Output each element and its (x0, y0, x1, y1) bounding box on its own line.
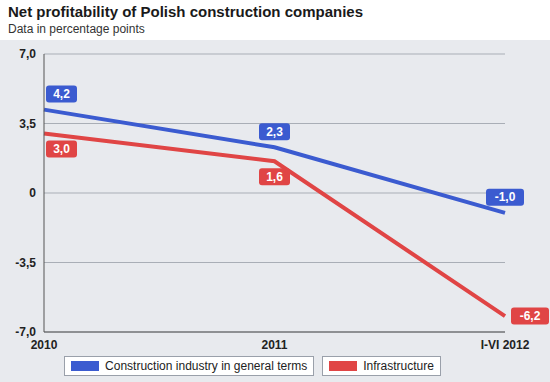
svg-text:-1,0: -1,0 (495, 190, 516, 204)
svg-text:7,0: 7,0 (19, 47, 36, 61)
svg-text:I-VI 2012: I-VI 2012 (481, 338, 530, 352)
svg-text:3,0: 3,0 (53, 142, 70, 156)
svg-text:-7,0: -7,0 (15, 325, 36, 339)
svg-text:2,3: 2,3 (266, 125, 283, 139)
html-text:Data in percentage points: Data in percentage points (8, 22, 145, 36)
svg-text:0: 0 (29, 186, 36, 200)
svg-text:2011: 2011 (261, 338, 287, 352)
svg-text:-3,5: -3,5 (15, 256, 36, 270)
svg-text:3,5: 3,5 (19, 117, 36, 131)
html-text:Construction industry in gener: Construction industry in general terms (105, 359, 308, 373)
svg-text:-6,2: -6,2 (520, 309, 541, 323)
html-text:Net profitability of Polish co: Net profitability of Polish construction… (8, 3, 363, 20)
svg-text:2010: 2010 (31, 338, 58, 352)
svg-text:4,2: 4,2 (53, 87, 70, 101)
svg-text:1,6: 1,6 (266, 170, 283, 184)
html-text:Infrastructure: Infrastructure (363, 359, 434, 373)
